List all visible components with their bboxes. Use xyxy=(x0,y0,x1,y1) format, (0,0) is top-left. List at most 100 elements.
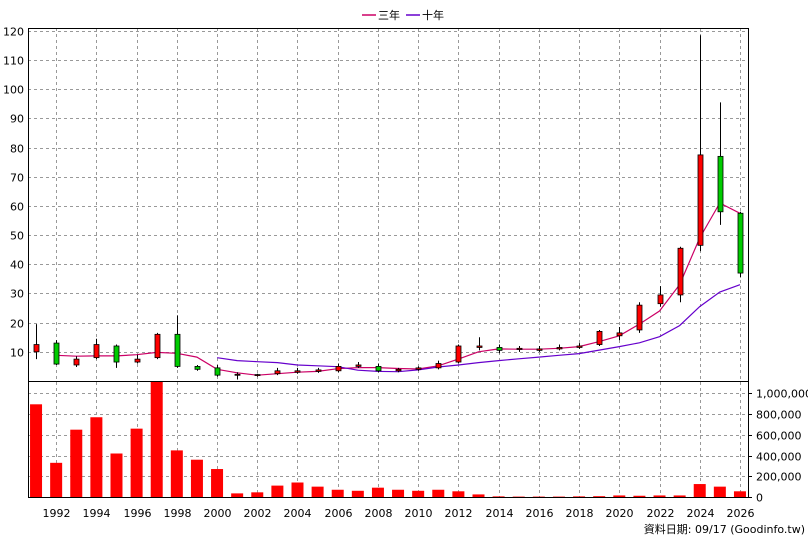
volume-bar xyxy=(713,486,726,497)
volume-tick-label: 800,000 xyxy=(756,409,802,422)
year-tick-label: 2000 xyxy=(204,507,232,520)
year-tick-label: 2006 xyxy=(325,507,353,520)
volume-bar xyxy=(492,496,505,497)
candle-body xyxy=(134,358,141,363)
volume-bar xyxy=(150,381,163,497)
volume-tick-label: 1,000,000 xyxy=(756,388,808,401)
volume-bar xyxy=(693,484,706,497)
axes: 10 20 30 40 50 60 70 80 90 100 110 120 1992 1994 1996 1… xyxy=(3,26,808,521)
data-date-footer: 資料日期: 09/17 (Goodinfo.tw) xyxy=(644,522,805,536)
candle-body xyxy=(33,344,40,353)
year-tick-label: 1998 xyxy=(164,507,192,520)
volume-bar xyxy=(190,459,203,497)
moving-average-line xyxy=(217,284,741,373)
volume-bar xyxy=(653,495,666,497)
year-tick-label: 2024 xyxy=(687,507,715,520)
candle-body xyxy=(254,374,261,376)
year-tick-label: 1994 xyxy=(83,507,111,520)
candle-body xyxy=(93,344,100,359)
volume-bar xyxy=(673,495,686,497)
volume-bar xyxy=(90,417,103,497)
volume-bar xyxy=(271,485,284,497)
price-tick-label: 120 xyxy=(3,26,24,39)
year-tick-label: 1996 xyxy=(124,507,152,520)
candle-body xyxy=(214,367,221,376)
candle-body xyxy=(455,345,462,363)
candle-body xyxy=(697,154,704,246)
candle-body xyxy=(536,348,543,351)
candle-body xyxy=(294,370,301,373)
volume-bar xyxy=(412,490,425,497)
price-tick-label: 90 xyxy=(10,113,24,126)
candle-body xyxy=(315,369,322,372)
year-tick-label: 1992 xyxy=(43,507,71,520)
volume-bar xyxy=(432,489,445,497)
candle-body xyxy=(435,363,442,369)
price-tick-label: 40 xyxy=(10,259,24,272)
legend-label-10y: 十年 xyxy=(422,8,444,22)
volume-bar xyxy=(130,428,143,497)
volume-bar xyxy=(331,489,344,497)
volume-bar xyxy=(633,495,646,497)
candle-body xyxy=(194,366,201,370)
volume-bar xyxy=(70,429,83,497)
year-tick-label: 2018 xyxy=(566,507,594,520)
price-tick-label: 70 xyxy=(10,172,24,185)
candlesticks xyxy=(33,35,744,380)
grid-lines xyxy=(28,28,748,497)
year-tick-label: 2014 xyxy=(486,507,514,520)
volume-tick-label: 600,000 xyxy=(756,430,802,443)
price-tick-label: 100 xyxy=(3,84,24,97)
year-tick-label: 2016 xyxy=(526,507,554,520)
price-tick-label: 50 xyxy=(10,230,24,243)
price-tick-label: 30 xyxy=(10,288,24,301)
candle-body xyxy=(657,294,664,305)
candle-body xyxy=(154,333,161,359)
price-tick-label: 80 xyxy=(10,143,24,156)
volume-bar xyxy=(211,469,224,497)
volume-tick-label: 400,000 xyxy=(756,451,802,464)
price-tick-label: 110 xyxy=(3,55,24,68)
volume-bar xyxy=(371,487,384,497)
legend: 三年 十年 xyxy=(362,8,444,22)
volume-bar xyxy=(291,482,304,497)
year-tick-label: 2020 xyxy=(606,507,634,520)
volume-bar xyxy=(30,404,43,497)
candle-body xyxy=(274,370,281,375)
volume-bar xyxy=(593,496,606,497)
candle-body xyxy=(174,333,181,367)
volume-bar xyxy=(231,493,244,497)
candle-body xyxy=(73,358,80,366)
volume-tick-label: 200,000 xyxy=(756,471,802,484)
candle-body xyxy=(395,368,402,372)
candle-body xyxy=(335,366,342,372)
candle-body xyxy=(576,345,583,348)
candle-body xyxy=(717,155,724,213)
year-tick-label: 2022 xyxy=(647,507,675,520)
candle-body xyxy=(596,331,603,345)
candle-body xyxy=(496,347,503,351)
year-tick-label: 2026 xyxy=(727,507,755,520)
volume-bar xyxy=(552,496,565,498)
volume-bar xyxy=(532,496,545,498)
volume-bar xyxy=(110,453,123,497)
candle-body xyxy=(53,342,60,365)
candle-body xyxy=(516,347,523,350)
volume-bar xyxy=(512,496,525,498)
year-tick-label: 2004 xyxy=(284,507,312,520)
candle-body xyxy=(355,364,362,367)
volume-bar xyxy=(170,450,183,497)
candle-body xyxy=(476,345,483,348)
volume-bar xyxy=(351,490,364,497)
year-tick-label: 2002 xyxy=(244,507,272,520)
candle-body xyxy=(234,373,241,376)
price-tick-label: 60 xyxy=(10,201,24,214)
volume-bar xyxy=(452,491,465,497)
volume-bars xyxy=(30,381,746,498)
candle-body xyxy=(737,212,744,274)
candle-body xyxy=(636,304,643,331)
volume-bar xyxy=(251,492,264,497)
candle-body xyxy=(616,332,623,337)
year-tick-label: 2008 xyxy=(365,507,393,520)
